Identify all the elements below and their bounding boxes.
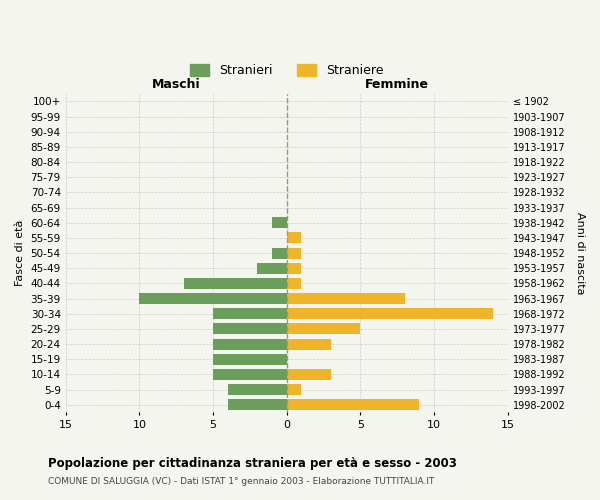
Bar [139,293,287,304]
Bar [213,354,287,364]
Bar [287,263,301,274]
Y-axis label: Anni di nascita: Anni di nascita [575,212,585,294]
Bar [213,369,287,380]
Bar [257,263,287,274]
Bar [213,324,287,334]
Bar [287,232,301,243]
Bar [287,248,301,258]
Text: Femmine: Femmine [365,78,429,91]
Bar [228,384,287,395]
Y-axis label: Fasce di età: Fasce di età [15,220,25,286]
Bar [272,248,287,258]
Bar [287,384,301,395]
Bar [287,293,404,304]
Text: Maschi: Maschi [152,78,200,91]
Bar [287,278,301,289]
Bar [213,308,287,319]
Text: COMUNE DI SALUGGIA (VC) - Dati ISTAT 1° gennaio 2003 - Elaborazione TUTTITALIA.I: COMUNE DI SALUGGIA (VC) - Dati ISTAT 1° … [48,478,434,486]
Bar [287,369,331,380]
Bar [272,218,287,228]
Bar [184,278,287,289]
Text: Popolazione per cittadinanza straniera per età e sesso - 2003: Popolazione per cittadinanza straniera p… [48,458,457,470]
Bar [213,338,287,349]
Bar [287,308,493,319]
Legend: Stranieri, Straniere: Stranieri, Straniere [185,58,388,82]
Bar [228,400,287,410]
Bar [287,338,331,349]
Bar [287,324,361,334]
Bar [287,400,419,410]
